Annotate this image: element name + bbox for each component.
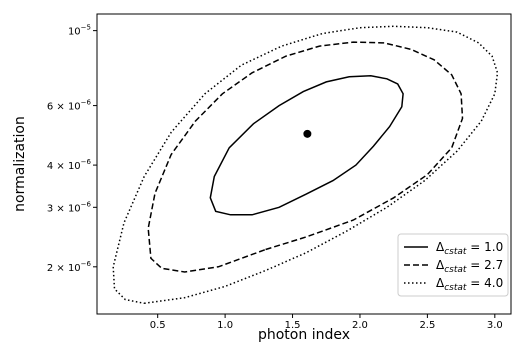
plot-frame [96, 13, 512, 315]
legend-box [397, 233, 509, 297]
x-axis-ticks: 0.5 1.0 1.5 2.0 2.5 3.0 [150, 314, 503, 331]
y-tick-label: 6 × 10−6 [47, 99, 92, 113]
y-tick-label: 10−5 [68, 24, 91, 38]
y-axis-ticks: 2 × 10−6 3 × 10−6 4 × 10−6 6 × 10−6 10−5 [47, 24, 97, 274]
y-tick-label: 4 × 10−6 [47, 158, 92, 172]
plot-layer [112, 25, 499, 305]
x-tick-label: 2.5 [419, 320, 435, 331]
x-tick-label: 3.0 [487, 320, 503, 331]
y-tick-label: 2 × 10−6 [47, 260, 92, 274]
contour-dashed [147, 41, 464, 273]
x-axis-label: photon index [258, 327, 350, 342]
contour-solid [209, 75, 404, 216]
legend-label: Δcstat = 1.0 [436, 240, 503, 257]
x-tick-label: 0.5 [150, 320, 166, 331]
x-tick-label: 1.0 [217, 320, 233, 331]
y-tick-label: 3 × 10−6 [47, 200, 92, 214]
legend-label: Δcstat = 2.7 [436, 258, 503, 275]
contour-dotted [112, 25, 499, 305]
best-fit-point [303, 129, 312, 138]
x-tick-label: 2.0 [352, 320, 368, 331]
x-tick-label: 1.5 [285, 320, 301, 331]
legend-label: Δcstat = 4.0 [436, 276, 503, 293]
y-axis-label: normalization [12, 116, 28, 212]
